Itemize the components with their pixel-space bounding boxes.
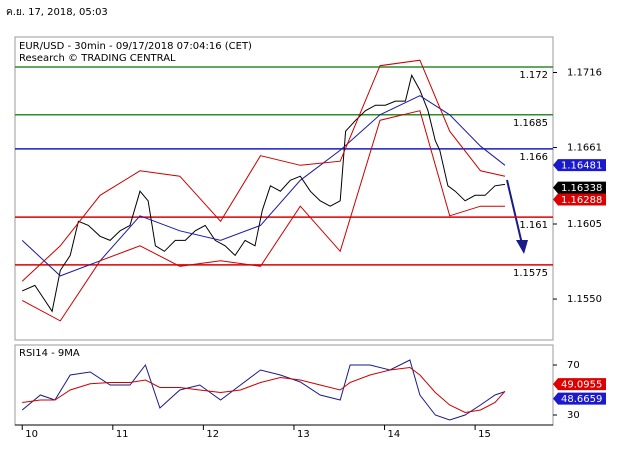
price-tag [553,193,606,206]
level-label: 1.161 [519,220,548,231]
level-label: 1.1685 [513,118,548,129]
y-tick-label: 1.1550 [567,294,602,305]
price-tag-label: 48.6659 [561,394,602,405]
level-label: 1.1575 [513,268,548,279]
chart-title: EUR/USD - 30min - 09/17/2018 07:04:16 (C… [19,41,252,52]
series-line [21,110,505,322]
series-line [21,95,506,277]
series-line [22,366,506,414]
price-tag [553,392,606,405]
price-tag-label: 1.16481 [561,161,602,172]
series-line [22,73,506,313]
rsi-title: RSI14 - 9MA [19,348,80,359]
price-tag-label: 1.16288 [561,195,602,206]
level-label: 1.172 [519,70,548,81]
y-tick-label: 1.1605 [567,219,602,230]
price-tag-label: 1.16338 [561,183,602,194]
y-tick-label: 70 [567,360,580,371]
x-tick-label: 11 [116,429,129,440]
series-line [21,59,506,282]
forecast-arrow [506,179,528,254]
level-label: 1.166 [519,152,548,163]
y-tick-label: 1.1716 [567,67,602,78]
price-tag [553,159,606,172]
y-tick-label: 30 [567,410,580,421]
x-tick-label: 15 [478,429,491,440]
x-tick-label: 12 [206,429,219,440]
x-tick-label: 13 [297,429,310,440]
price-tag-label: 49.0955 [561,380,602,391]
timestamp: ค.ย. 17, 2018, 05:03 [6,7,108,18]
y-tick-label: 1.1661 [567,143,602,154]
price-panel [14,36,554,341]
x-tick-label: 10 [25,429,38,440]
x-tick-label: 14 [388,429,401,440]
price-tag [553,181,606,194]
series-line [21,359,506,421]
chart-subtitle: Research © TRADING CENTRAL [19,53,176,64]
price-tag [553,378,606,391]
